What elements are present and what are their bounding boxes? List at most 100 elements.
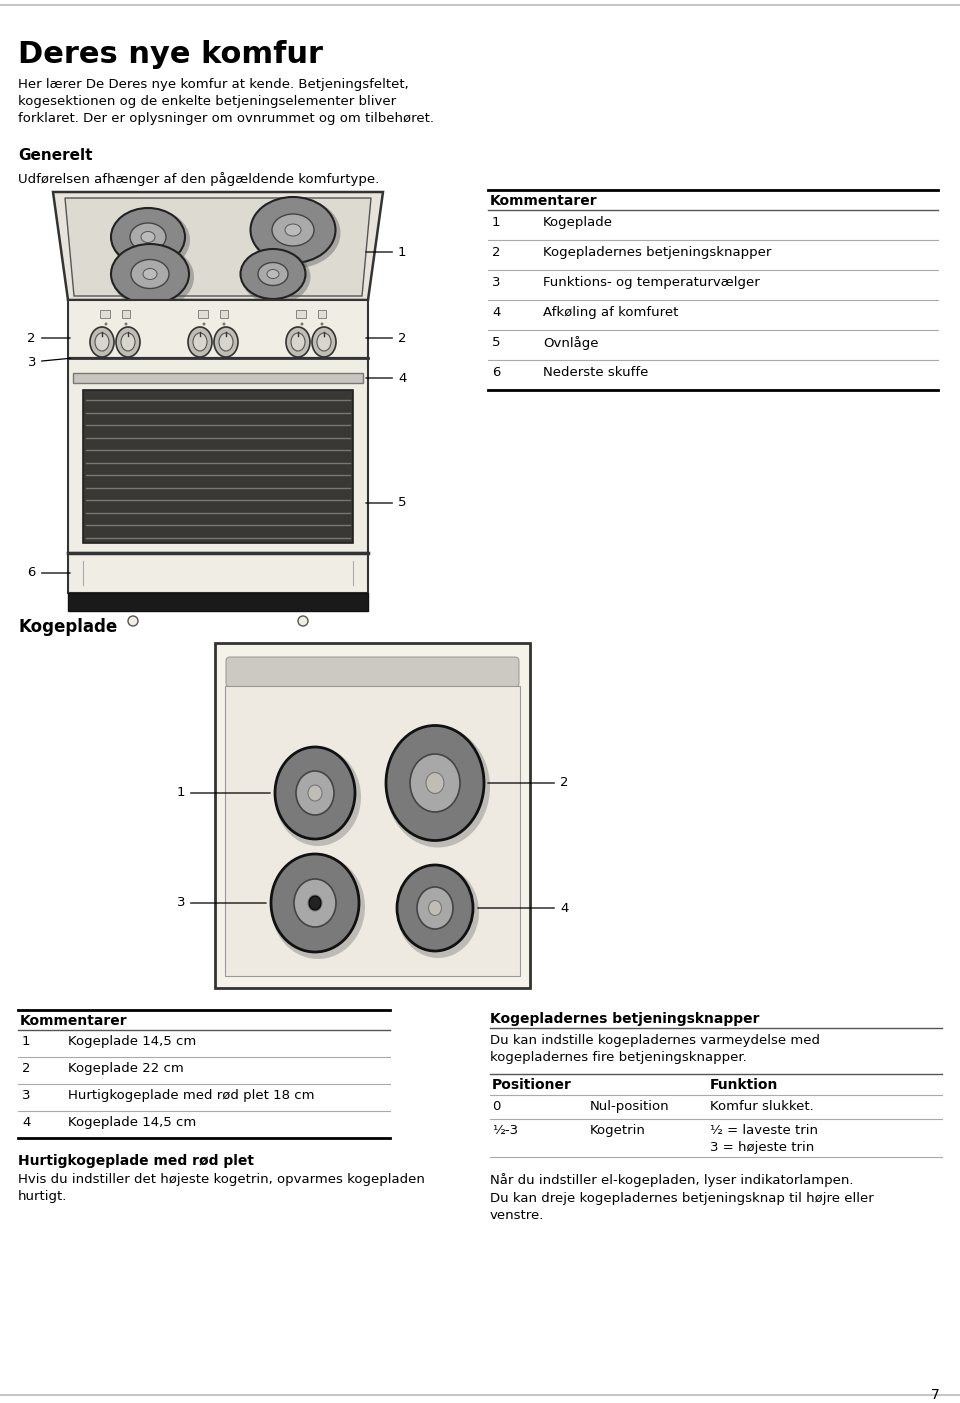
Ellipse shape: [112, 246, 194, 309]
Ellipse shape: [271, 854, 359, 953]
Text: 1: 1: [492, 216, 500, 229]
Bar: [215, 643, 530, 988]
Ellipse shape: [267, 269, 279, 279]
Text: Kogeplade: Kogeplade: [543, 216, 613, 229]
Ellipse shape: [241, 248, 305, 299]
Text: Kommentarer: Kommentarer: [20, 1014, 128, 1028]
Text: Kogepladernes betjeningsknapper: Kogepladernes betjeningsknapper: [490, 1012, 759, 1026]
Ellipse shape: [291, 333, 305, 351]
Ellipse shape: [223, 323, 226, 325]
Bar: [296, 310, 306, 318]
Text: Kommentarer: Kommentarer: [490, 194, 598, 208]
Text: 3: 3: [492, 276, 500, 289]
Text: Kogeplade: Kogeplade: [18, 617, 117, 636]
Ellipse shape: [275, 748, 361, 846]
Text: 3: 3: [22, 1089, 31, 1101]
Ellipse shape: [90, 327, 114, 356]
Polygon shape: [53, 192, 383, 300]
Ellipse shape: [131, 260, 169, 289]
Text: Når du indstiller el-kogepladen, lyser indikatorlampen.: Når du indstiller el-kogepladen, lyser i…: [490, 1173, 853, 1187]
Text: ½ = laveste trin
3 = højeste trin: ½ = laveste trin 3 = højeste trin: [710, 1124, 818, 1155]
Text: Generelt: Generelt: [18, 147, 92, 163]
Ellipse shape: [214, 327, 238, 356]
Ellipse shape: [242, 250, 310, 304]
Text: Her lærer De Deres nye komfur at kende. Betjeningsfeltet,
kogesektionen og de en: Her lærer De Deres nye komfur at kende. …: [18, 79, 434, 125]
Bar: [122, 310, 130, 318]
Text: Kogetrin: Kogetrin: [590, 1124, 646, 1136]
Ellipse shape: [417, 887, 453, 929]
Ellipse shape: [275, 746, 355, 839]
Bar: [73, 373, 363, 383]
Text: 6: 6: [28, 567, 70, 579]
Ellipse shape: [397, 866, 473, 951]
Bar: [68, 358, 368, 553]
Text: 4: 4: [478, 902, 568, 915]
Ellipse shape: [428, 901, 442, 916]
Ellipse shape: [111, 208, 185, 267]
Ellipse shape: [294, 880, 336, 927]
Bar: [83, 390, 353, 543]
Text: 4: 4: [492, 306, 500, 318]
Text: 6: 6: [492, 366, 500, 379]
Text: 2: 2: [366, 331, 406, 345]
Ellipse shape: [312, 327, 336, 356]
Text: Kogeplade 14,5 cm: Kogeplade 14,5 cm: [68, 1035, 196, 1048]
Ellipse shape: [121, 333, 135, 351]
Text: Hurtigkogeplade med rød plet: Hurtigkogeplade med rød plet: [18, 1155, 254, 1169]
Ellipse shape: [125, 323, 128, 325]
Text: Hvis du indstiller det højeste kogetrin, opvarmes kogepladen
hurtigt.: Hvis du indstiller det højeste kogetrin,…: [18, 1173, 425, 1202]
FancyBboxPatch shape: [226, 657, 519, 687]
Text: 1: 1: [366, 246, 406, 258]
Ellipse shape: [271, 854, 365, 960]
Text: 3: 3: [177, 897, 266, 909]
Text: Nederste skuffe: Nederste skuffe: [543, 366, 648, 379]
Bar: [68, 593, 368, 610]
Text: Du kan dreje kogepladernes betjeningsknap til højre eller
venstre.: Du kan dreje kogepladernes betjeningskna…: [490, 1193, 874, 1222]
Text: Funktions- og temperaturvælger: Funktions- og temperaturvælger: [543, 276, 759, 289]
Ellipse shape: [143, 268, 157, 279]
Text: Deres nye komfur: Deres nye komfur: [18, 41, 323, 69]
Ellipse shape: [252, 198, 341, 268]
Bar: [220, 310, 228, 318]
Text: Afkøling af komfuret: Afkøling af komfuret: [543, 306, 679, 318]
Ellipse shape: [298, 616, 308, 626]
Bar: [198, 310, 208, 318]
Bar: [318, 310, 326, 318]
Ellipse shape: [285, 224, 301, 236]
Ellipse shape: [128, 616, 138, 626]
Ellipse shape: [308, 786, 322, 801]
Bar: [68, 553, 368, 593]
Text: 0: 0: [492, 1100, 500, 1113]
Text: Ovnlåge: Ovnlåge: [543, 335, 598, 349]
Text: Kogepladernes betjeningsknapper: Kogepladernes betjeningsknapper: [543, 246, 772, 260]
Bar: [225, 686, 520, 976]
Text: Kogeplade 22 cm: Kogeplade 22 cm: [68, 1062, 183, 1075]
Ellipse shape: [188, 327, 212, 356]
Ellipse shape: [95, 333, 109, 351]
Ellipse shape: [272, 215, 314, 246]
Ellipse shape: [105, 323, 108, 325]
Text: 5: 5: [492, 335, 500, 349]
Text: 4: 4: [366, 372, 406, 384]
Ellipse shape: [251, 196, 335, 262]
Ellipse shape: [111, 244, 189, 304]
Text: 1: 1: [177, 787, 270, 800]
Ellipse shape: [426, 773, 444, 794]
Bar: [100, 310, 110, 318]
Text: Positioner: Positioner: [492, 1078, 572, 1092]
Ellipse shape: [309, 897, 321, 911]
Text: 3: 3: [28, 355, 70, 369]
Ellipse shape: [308, 895, 322, 911]
Ellipse shape: [397, 866, 479, 958]
Text: 2: 2: [28, 331, 70, 345]
Ellipse shape: [410, 753, 460, 812]
Text: Komfur slukket.: Komfur slukket.: [710, 1100, 814, 1113]
Text: 2: 2: [492, 246, 500, 260]
Ellipse shape: [219, 333, 233, 351]
Ellipse shape: [116, 327, 140, 356]
Ellipse shape: [286, 327, 310, 356]
Ellipse shape: [258, 262, 288, 285]
Text: ½-3: ½-3: [492, 1124, 518, 1136]
Text: Nul-position: Nul-position: [590, 1100, 670, 1113]
Ellipse shape: [193, 333, 207, 351]
